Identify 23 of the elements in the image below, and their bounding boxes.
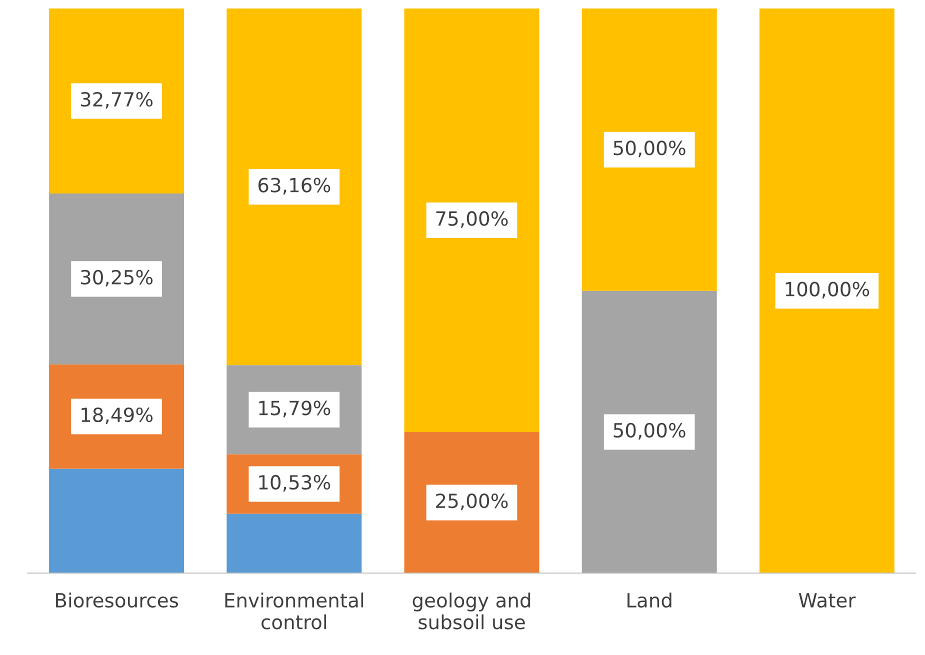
data-label: 32,77%: [80, 92, 153, 109]
data-label: 75,00%: [436, 211, 508, 228]
x-tick-label: geology and subsoil use: [412, 592, 530, 630]
bar: [49, 468, 184, 574]
bar: [759, 8, 894, 574]
data-label: 30,25%: [80, 270, 153, 287]
bar: [226, 514, 362, 574]
data-label: 25,00%: [436, 493, 508, 510]
data-label: 10,53%: [259, 474, 330, 492]
data-label: 50,00%: [614, 140, 686, 158]
data-label: 63,16%: [258, 178, 330, 194]
x-tick-label: Bioresources: [56, 592, 178, 608]
x-tick-label: Land: [628, 592, 672, 608]
data-label: 15,79%: [259, 400, 330, 418]
data-label: 100,00%: [786, 282, 870, 298]
data-label: 50,00%: [614, 422, 686, 440]
bar: [226, 8, 362, 366]
x-tick-label: Environmental control: [225, 592, 364, 630]
x-tick-label: Water: [798, 593, 856, 608]
bar: [404, 8, 540, 432]
bar: [582, 8, 717, 291]
bar: [582, 290, 717, 574]
data-label: 18,49%: [82, 407, 153, 424]
